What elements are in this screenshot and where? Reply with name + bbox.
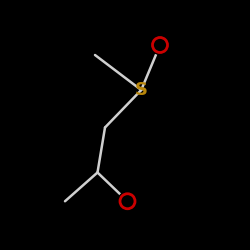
Text: S: S (135, 81, 148, 99)
Circle shape (150, 36, 170, 54)
Circle shape (118, 192, 137, 211)
